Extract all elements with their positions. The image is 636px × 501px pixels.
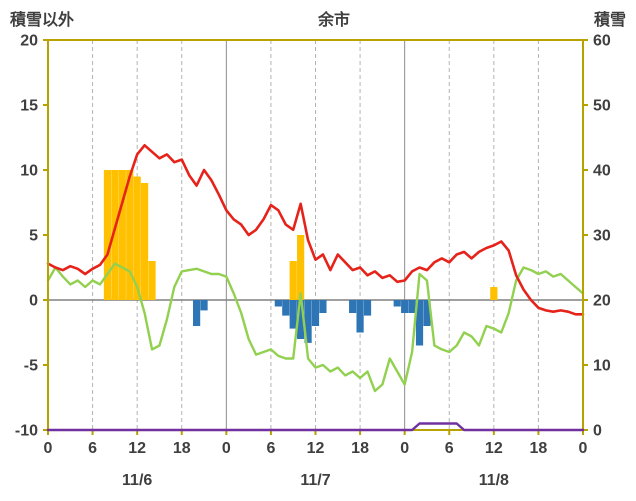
x-axis-hour-label: 0 bbox=[400, 440, 409, 457]
blue-bars-bar bbox=[193, 300, 201, 326]
left-axis-tick-label: 15 bbox=[20, 98, 38, 115]
x-axis-hour-label: 18 bbox=[173, 440, 191, 457]
blue-bars-bar bbox=[415, 300, 424, 346]
blue-bars bbox=[193, 300, 431, 346]
orange-bars-bar bbox=[490, 287, 498, 300]
grid-lines bbox=[92, 40, 539, 430]
chart-title: 余市 bbox=[317, 12, 350, 29]
left-axis-tick-label: -10 bbox=[15, 423, 38, 440]
orange-bars-bar bbox=[133, 176, 141, 300]
x-axis-hour-label: 0 bbox=[579, 440, 588, 457]
purple-line bbox=[46, 422, 585, 432]
chart-header: 積雪以外 余市 積雪 bbox=[0, 6, 636, 30]
axis-ticks bbox=[43, 39, 588, 435]
left-axis-labels: 20 15 10 5 0 -5 -10 bbox=[15, 33, 38, 440]
left-axis-tick-label: 10 bbox=[20, 163, 38, 180]
right-axis-title: 積雪 bbox=[593, 12, 626, 29]
red-line bbox=[46, 144, 585, 316]
blue-bars-bar bbox=[319, 300, 327, 313]
blue-bars-bar bbox=[363, 300, 372, 316]
x-axis-hour-label: 6 bbox=[88, 440, 97, 457]
blue-bars-bar bbox=[304, 300, 312, 343]
orange-bars-bar bbox=[289, 261, 297, 300]
orange-bars-bar bbox=[111, 170, 119, 300]
left-axis-tick-label: 20 bbox=[20, 33, 38, 50]
blue-bars-bar bbox=[408, 300, 416, 313]
left-axis-tick-label: 0 bbox=[29, 293, 38, 310]
x-axis-hour-label: 18 bbox=[530, 440, 548, 457]
date-label: 11/6 bbox=[122, 472, 152, 489]
blue-bars-bar bbox=[282, 300, 290, 316]
x-axis-labels: 0 6 12 18 0 6 12 18 0 6 12 18 0 bbox=[44, 440, 588, 457]
x-axis-hour-label: 12 bbox=[128, 440, 146, 457]
green-line bbox=[46, 262, 585, 393]
x-axis-hour-label: 18 bbox=[351, 440, 369, 457]
blue-bars-bar bbox=[401, 300, 409, 313]
orange-bars-bar bbox=[297, 235, 305, 300]
blue-bars-bar bbox=[356, 300, 364, 333]
orange-bars-bar bbox=[140, 183, 149, 300]
right-axis-tick-label: 50 bbox=[593, 98, 611, 115]
orange-bars-bar bbox=[118, 170, 126, 300]
x-axis-hour-label: 12 bbox=[307, 440, 325, 457]
blue-bars-bar bbox=[393, 300, 401, 307]
left-axis-title: 積雪以外 bbox=[10, 12, 75, 29]
x-axis-hour-label: 0 bbox=[44, 440, 53, 457]
blue-bars-bar bbox=[311, 300, 320, 326]
right-axis-tick-label: 60 bbox=[593, 33, 611, 50]
orange-bars-bar bbox=[126, 170, 134, 300]
blue-bars-bar bbox=[289, 300, 297, 329]
left-axis-tick-label: -5 bbox=[24, 358, 38, 375]
date-labels: 11/6 11/7 11/8 bbox=[122, 472, 509, 489]
date-label: 11/7 bbox=[300, 472, 330, 489]
right-axis-tick-label: 40 bbox=[593, 163, 611, 180]
x-axis-hour-label: 6 bbox=[445, 440, 454, 457]
blue-bars-bar bbox=[200, 300, 208, 311]
orange-bars bbox=[103, 170, 498, 300]
right-axis-tick-label: 20 bbox=[593, 293, 611, 310]
blue-bars-bar bbox=[349, 300, 357, 313]
right-axis-labels: 60 50 40 30 20 10 0 bbox=[593, 33, 611, 440]
date-label: 11/8 bbox=[479, 472, 509, 489]
blue-bars-bar bbox=[274, 300, 282, 307]
blue-bars-bar bbox=[297, 300, 305, 339]
x-axis-hour-label: 12 bbox=[485, 440, 503, 457]
right-axis-tick-label: 10 bbox=[593, 358, 611, 375]
right-axis-tick-label: 30 bbox=[593, 228, 611, 245]
blue-bars-bar bbox=[423, 300, 431, 326]
x-axis-hour-label: 6 bbox=[266, 440, 275, 457]
right-axis-tick-label: 0 bbox=[593, 423, 602, 440]
orange-bars-bar bbox=[148, 261, 156, 300]
x-axis-hour-label: 0 bbox=[222, 440, 231, 457]
left-axis-tick-label: 5 bbox=[29, 228, 38, 245]
orange-bars-bar bbox=[103, 170, 112, 300]
